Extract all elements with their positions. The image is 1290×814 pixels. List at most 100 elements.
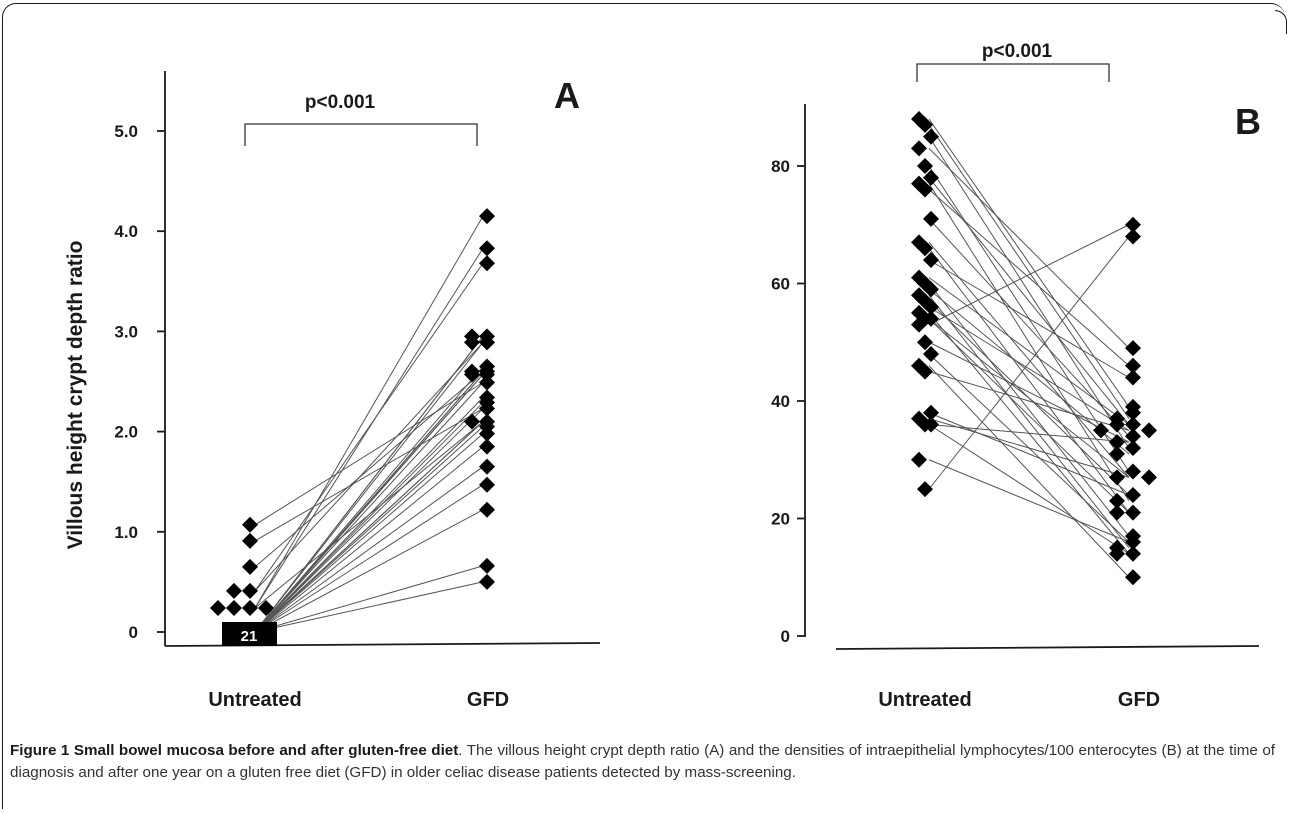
panel-b-pair-line — [928, 118, 1130, 408]
caption-text: . The villous height crypt depth ratio (… — [10, 742, 1275, 781]
panel-a-pair-line — [254, 366, 484, 633]
panel-a-pair-line — [254, 408, 484, 633]
panel-a-x-label-gfd: GFD — [467, 689, 509, 711]
panel-a-untreated-point — [258, 599, 274, 616]
panel-b-gfd-point — [1141, 422, 1157, 439]
panel-a-pair-line — [254, 509, 484, 633]
panel-a-gfd-point — [464, 334, 480, 351]
panel-a-gfd-point — [479, 557, 495, 574]
panel-a-gfd-point — [479, 366, 495, 383]
panel-b-pair-line — [928, 294, 1130, 549]
panel-b-untreated-point — [923, 346, 939, 362]
panel-a-y-tick-label: 0 — [129, 623, 138, 642]
panel-a-y-axis-label: Villous height crypt depth ratio — [64, 241, 87, 550]
panel-b-untreated-point — [923, 252, 939, 268]
panel-b-untreated-point — [923, 299, 939, 315]
panel-a-pair-line — [254, 247, 484, 609]
panel-a-untreated-point — [242, 532, 258, 549]
panel-b-y-tick-label: 80 — [771, 157, 790, 176]
panel-b-x-label-gfd: GFD — [1118, 689, 1160, 711]
panel-b-pair-line — [928, 459, 1130, 543]
panel-b-pair-line — [928, 242, 1130, 478]
panel-a-pair-line — [254, 215, 484, 609]
panel-a-untreated-point — [242, 582, 258, 599]
panel-a-pair-line — [254, 433, 484, 633]
panel-a-pair-line — [254, 336, 484, 633]
panel-a-pair-line — [254, 446, 484, 633]
panel-a-pair-line — [254, 408, 484, 542]
panel-b-gfd-point — [1109, 434, 1125, 451]
panel-b-pair-line — [928, 424, 1130, 555]
panel-b-gfd-point — [1125, 487, 1141, 503]
caption-title: Figure 1 Small bowel mucosa before and a… — [10, 742, 459, 759]
panel-b-pair-line — [928, 259, 1130, 378]
panel-b-untreated-point — [917, 158, 933, 174]
panel-b-pair-line — [928, 418, 1130, 478]
panel-b-gfd-point — [1125, 340, 1141, 357]
panel-b-pair-line — [928, 247, 1130, 513]
panel-b-gfd-point — [1125, 545, 1141, 562]
panel-b-x-label-untreated: Untreated — [878, 689, 971, 711]
panel-b: B p<0.001 0 20 40 60 80 Untreated GFD — [771, 41, 1261, 711]
panel-a-untreated-point — [242, 516, 258, 533]
panel-b-pair-line — [928, 371, 1130, 431]
panel-b-y-tick-label: 20 — [771, 510, 790, 529]
panel-b-pair-line — [928, 424, 1130, 443]
panel-a-gfd-point — [479, 425, 495, 442]
panel-b-untreated-point — [917, 481, 933, 498]
panel-a-gfd-point — [479, 208, 495, 225]
panel-b-gfd-point — [1125, 416, 1141, 433]
panel-b-x-axis — [835, 645, 1260, 650]
panel-a-label: A — [554, 75, 580, 116]
panel-a-pair-line — [254, 371, 484, 568]
figure-plots: Villous height crypt depth ratio A p<0.0… — [64, 41, 1261, 711]
panel-b-untreated-point — [923, 281, 939, 298]
panel-b-pair-line — [928, 365, 1130, 578]
panel-b-untreated-point — [923, 210, 939, 227]
panel-a-y-tick-label: 5.0 — [114, 122, 138, 141]
panel-b-gfd-point — [1125, 369, 1141, 386]
panel-b-pair-line — [928, 288, 1130, 455]
panel-a-x-label-untreated: Untreated — [208, 689, 301, 711]
panel-a-pair-line — [254, 262, 484, 592]
panel-b-gfd-point — [1125, 534, 1141, 550]
panel-b-pair-line — [928, 318, 1130, 478]
panel-b-pair-line — [928, 341, 1130, 443]
panel-b-pair-line — [928, 224, 1130, 326]
panel-b-untreated-point — [917, 334, 933, 351]
panel-b-untreated-point — [917, 116, 933, 133]
panel-b-gfd-point — [1125, 440, 1141, 456]
panel-a-significance: p<0.001 — [305, 92, 376, 113]
panel-a-pair-line — [254, 382, 484, 633]
panel-b-untreated-point — [917, 363, 933, 380]
panel-b-pair-line — [928, 283, 1130, 537]
panel-a-gfd-point — [479, 458, 495, 475]
panel-a-pair-line — [254, 484, 484, 633]
panel-a-gfd-point — [479, 501, 495, 518]
panel-b-untreated-point — [911, 140, 927, 157]
panel-b-gfd-point — [1125, 428, 1141, 445]
panel-a-pair-line — [254, 382, 484, 526]
panel-b-gfd-point — [1125, 504, 1141, 521]
panel-a-gfd-point — [479, 374, 495, 391]
panel-a-untreated-point — [210, 599, 226, 616]
panel-b-untreated-point — [911, 316, 927, 333]
panel-b-gfd-point — [1125, 357, 1141, 374]
panel-b-untreated-point — [917, 181, 933, 198]
panel-a-gfd-point — [479, 400, 495, 417]
panel-b-untreated-point — [923, 128, 939, 145]
panel-b-pair-line — [928, 318, 1130, 513]
panel-b-gfd-point — [1109, 504, 1125, 521]
panel-b-pair-line — [928, 277, 1130, 425]
panel-b-gfd-point — [1109, 445, 1125, 462]
panel-b-label: B — [1235, 101, 1261, 142]
panel-b-pair-line — [928, 189, 1130, 367]
panel-a-y-tick-label: 3.0 — [114, 322, 138, 341]
panel-b-gfd-point — [1125, 228, 1141, 245]
panel-b-pair-line — [928, 124, 1130, 419]
panel-a-count-box — [222, 622, 277, 646]
panel-b-pair-line — [928, 183, 1130, 502]
panel-b-pair-line — [928, 236, 1130, 490]
panel-a-gfd-point — [464, 413, 480, 430]
panel-a: Villous height crypt depth ratio A p<0.0… — [64, 71, 601, 711]
